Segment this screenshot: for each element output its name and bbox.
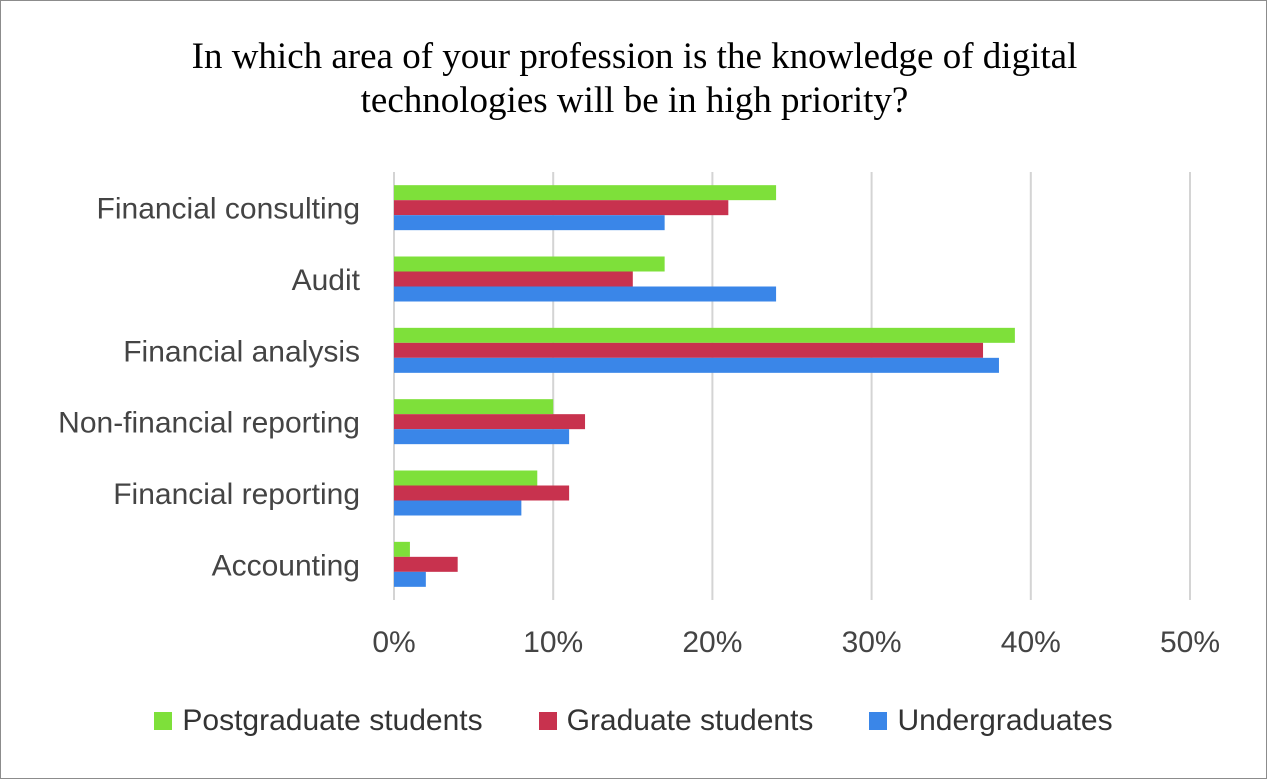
x-tick-label: 0%: [372, 626, 415, 659]
bar: [394, 271, 633, 287]
y-category-label: Financial reporting: [113, 478, 360, 511]
legend-label: Postgraduate students: [182, 704, 483, 737]
legend-item: Postgraduate students: [154, 704, 483, 738]
bar: [394, 327, 1015, 343]
chart-legend: Postgraduate students Graduate students Un…: [0, 696, 1267, 746]
chart-title: In which area of your profession is the …: [191, 36, 1078, 121]
bar: [394, 185, 777, 201]
legend-swatch: [154, 712, 173, 730]
bar: [394, 215, 665, 231]
legend-label: Undergraduates: [897, 704, 1113, 737]
legend-swatch: [538, 712, 557, 730]
x-tick-label: 40%: [1001, 626, 1061, 659]
y-category-label: Non-financial reporting: [58, 407, 360, 440]
x-tick-label: 20%: [682, 626, 742, 659]
y-category-label: Financial consulting: [97, 193, 360, 226]
bar: [394, 286, 777, 302]
bar: [394, 541, 410, 557]
legend-swatch: [869, 712, 888, 730]
y-category-label: Financial analysis: [123, 335, 360, 368]
legend-item: Undergraduates: [869, 704, 1113, 738]
bar: [394, 357, 999, 373]
bar: [394, 485, 570, 501]
x-tick-label: 10%: [523, 626, 583, 659]
bar: [394, 571, 426, 587]
bar: [394, 200, 729, 216]
bar: [394, 399, 554, 415]
bar: [394, 429, 570, 445]
y-category-label: Accounting: [212, 549, 360, 582]
legend-item: Graduate students: [538, 704, 814, 738]
legend-label: Graduate students: [566, 704, 814, 737]
y-category-label: Audit: [292, 264, 361, 297]
bar: [394, 342, 984, 358]
x-tick-label: 50%: [1160, 626, 1220, 659]
x-tick-label: 30%: [842, 626, 902, 659]
bar: [394, 414, 586, 430]
bar: [394, 556, 458, 572]
bar: [394, 256, 665, 272]
bar: [394, 470, 538, 486]
bar: [394, 500, 522, 516]
